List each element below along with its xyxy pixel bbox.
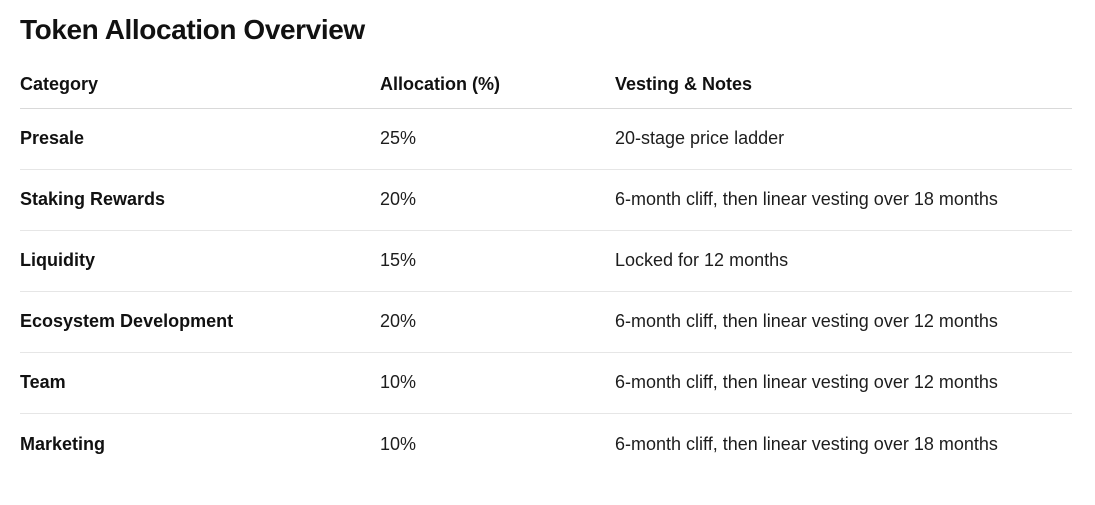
vesting-notes-cell: 6-month cliff, then linear vesting over … — [615, 189, 998, 210]
page-title: Token Allocation Overview — [20, 14, 365, 45]
allocation-cell: 15% — [380, 250, 417, 271]
table-row: Staking Rewards 20% 6-month cliff, then … — [20, 170, 1072, 231]
allocation-cell: 20% — [380, 311, 417, 332]
vesting-notes-cell: Locked for 12 months — [615, 250, 789, 271]
allocation-cell: 20% — [380, 189, 417, 210]
allocation-cell: 10% — [380, 372, 417, 393]
category-cell: Liquidity — [20, 250, 95, 271]
vesting-notes-cell: 20-stage price ladder — [615, 128, 785, 149]
vesting-notes-cell: 6-month cliff, then linear vesting over … — [615, 372, 998, 393]
allocation-table: Category Allocation (%) Vesting & Notes … — [20, 62, 1072, 475]
category-cell: Presale — [20, 128, 85, 149]
table-row: Team 10% 6-month cliff, then linear vest… — [20, 353, 1072, 414]
allocation-cell: 25% — [380, 128, 417, 149]
vesting-notes-cell: 6-month cliff, then linear vesting over … — [615, 311, 998, 332]
table-row: Presale 25% 20-stage price ladder — [20, 109, 1072, 170]
column-header-category: Category — [20, 74, 99, 95]
table-header-row: Category Allocation (%) Vesting & Notes — [20, 62, 1072, 109]
column-header-allocation: Allocation (%) — [380, 74, 500, 95]
category-cell: Ecosystem Development — [20, 311, 234, 332]
table-row: Ecosystem Development 20% 6-month cliff,… — [20, 292, 1072, 353]
category-cell: Marketing — [20, 433, 106, 454]
allocation-cell: 10% — [380, 433, 417, 454]
column-header-vesting-notes: Vesting & Notes — [615, 74, 753, 95]
table-row: Liquidity 15% Locked for 12 months — [20, 231, 1072, 292]
vesting-notes-cell: 6-month cliff, then linear vesting over … — [615, 433, 998, 454]
table-row: Marketing 10% 6-month cliff, then linear… — [20, 414, 1072, 475]
category-cell: Staking Rewards — [20, 189, 166, 210]
category-cell: Team — [20, 372, 66, 393]
